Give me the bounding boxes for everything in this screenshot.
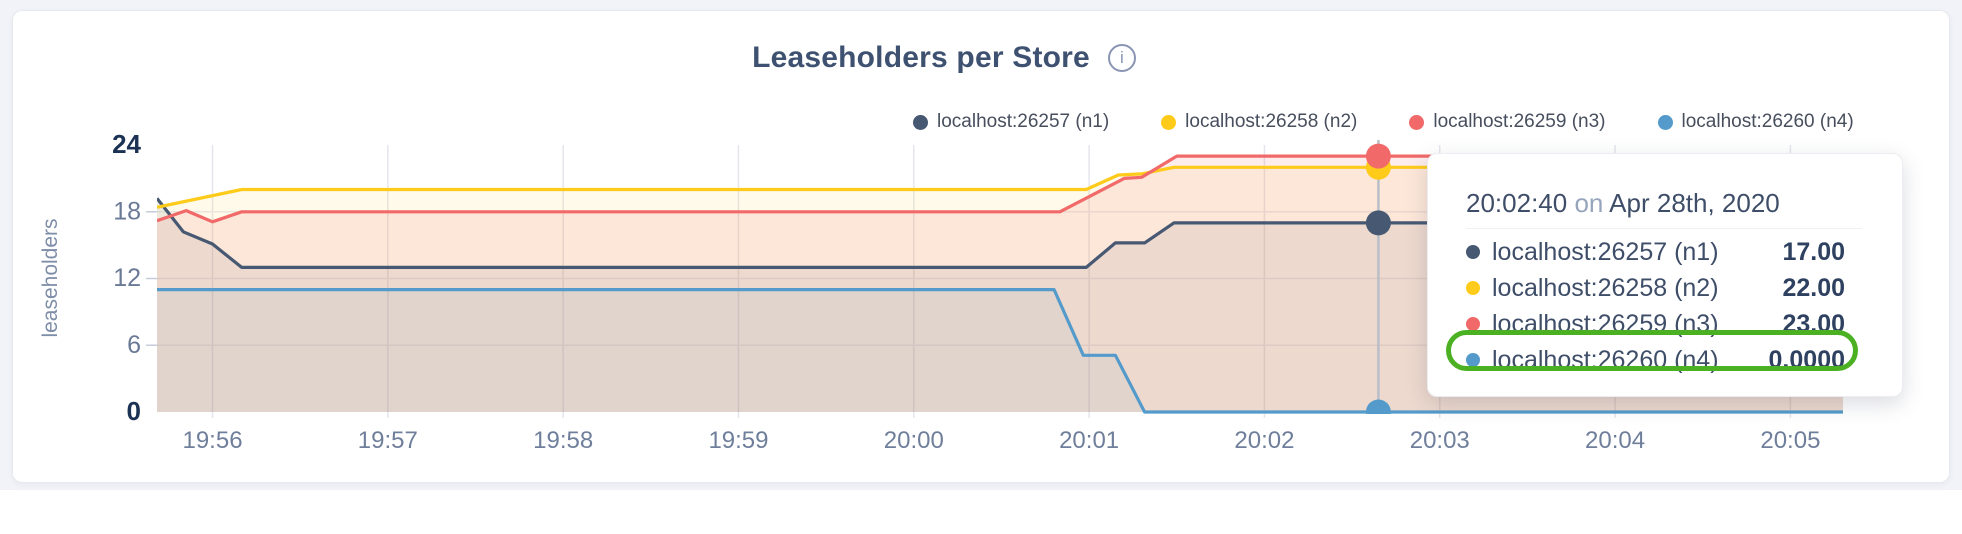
hover-marker xyxy=(1365,140,1391,414)
info-icon[interactable]: i xyxy=(1107,44,1136,72)
page-title: Leaseholders per Store xyxy=(752,41,1090,74)
x-tick-label: 20:05 xyxy=(1760,427,1820,454)
tooltip-series-value: 22.00 xyxy=(1782,273,1845,302)
x-tick-label: 19:57 xyxy=(358,427,418,454)
y-tick-label: 6 xyxy=(127,331,141,359)
tooltip-series-name: localhost:26259 (n3) xyxy=(1492,309,1719,338)
x-tick-label: 20:04 xyxy=(1585,427,1645,454)
tooltip-series-name: localhost:26260 (n4) xyxy=(1492,345,1719,374)
tooltip-series-name: localhost:26257 (n1) xyxy=(1492,237,1719,266)
tooltip-series-value: 23.00 xyxy=(1782,309,1845,338)
tooltip-series-value: 0.0000 xyxy=(1768,345,1845,374)
legend-label: localhost:26259 (n3) xyxy=(1433,111,1606,132)
tooltip-time: 20:02:40 xyxy=(1466,188,1568,218)
tooltip-row: localhost:26259 (n3) 23.00 xyxy=(1428,306,1902,342)
y-axis-title: leaseholders xyxy=(39,218,62,337)
tooltip-series-value: 17.00 xyxy=(1782,237,1845,266)
x-tick-label: 20:02 xyxy=(1234,427,1294,454)
y-tick-label: 24 xyxy=(112,129,141,159)
x-tick-label: 20:01 xyxy=(1059,427,1119,454)
legend-dot-icon xyxy=(1161,114,1177,130)
tooltip-series-dot-icon xyxy=(1466,245,1480,259)
legend-label: localhost:26260 (n4) xyxy=(1681,111,1854,132)
legend-item-n1[interactable]: localhost:26257 (n1) xyxy=(913,111,1109,133)
x-tick-label: 19:59 xyxy=(708,427,768,454)
tooltip-series-dot-icon xyxy=(1466,317,1480,331)
legend-item-n3[interactable]: localhost:26259 (n3) xyxy=(1409,111,1606,133)
tooltip-date: Apr 28th, 2020 xyxy=(1609,188,1780,218)
chart-legend: localhost:26257 (n1) localhost:26258 (n2)… xyxy=(913,111,1854,133)
series-area-1 xyxy=(157,198,1843,412)
hover-dot-4 xyxy=(1365,399,1391,414)
x-tick-label: 19:58 xyxy=(533,427,593,454)
y-tick-label: 0 xyxy=(127,396,141,426)
axis-labels: 19:56 19:57 19:58 19:59 20:00 20:01 20:02 20:03… xyxy=(39,129,1820,454)
tooltip-connector: on xyxy=(1574,188,1604,218)
legend-item-n2[interactable]: localhost:26258 (n2) xyxy=(1161,111,1357,133)
series-line-3 xyxy=(157,154,1843,224)
x-tick-label: 20:00 xyxy=(884,427,944,454)
chart-tooltip: 20:02:40 on Apr 28th, 2020 localhost:262… xyxy=(1427,153,1903,397)
tooltip-row: localhost:26257 (n1) 17.00 xyxy=(1428,234,1902,270)
tooltip-row: localhost:26260 (n4) 0.0000 xyxy=(1428,342,1902,378)
hover-dot-3 xyxy=(1365,143,1391,169)
tooltip-row: localhost:26258 (n2) 22.00 xyxy=(1428,270,1902,306)
legend-label: localhost:26258 (n2) xyxy=(1185,111,1358,132)
legend-dot-icon xyxy=(913,114,928,130)
series-line-2 xyxy=(157,165,1843,209)
y-tick-label: 18 xyxy=(113,197,141,225)
legend-label: localhost:26257 (n1) xyxy=(937,111,1110,132)
chart-header: Leaseholders per Store i xyxy=(0,41,1912,75)
legend-dot-icon xyxy=(1409,114,1425,130)
hover-dot-1 xyxy=(1365,210,1391,236)
y-tick-label: 12 xyxy=(113,264,141,292)
series-line-1 xyxy=(157,197,1843,269)
tooltip-rows: localhost:26257 (n1) 17.00 localhost:26258… xyxy=(1428,234,1902,378)
series-area-4 xyxy=(157,289,1843,412)
legend-item-n4[interactable]: localhost:26260 (n4) xyxy=(1657,111,1854,133)
x-tick-label: 19:56 xyxy=(182,427,242,454)
tooltip-timestamp: 20:02:40 on Apr 28th, 2020 xyxy=(1466,188,1862,229)
legend-dot-icon xyxy=(1657,114,1673,130)
tooltip-series-name: localhost:26258 (n2) xyxy=(1492,273,1719,302)
series-area-3 xyxy=(157,156,1843,412)
series-line-4 xyxy=(157,288,1843,414)
chart-series xyxy=(157,154,1843,414)
x-tick-label: 20:03 xyxy=(1410,427,1470,454)
tooltip-series-dot-icon xyxy=(1466,353,1480,367)
tooltip-series-dot-icon xyxy=(1466,281,1480,295)
